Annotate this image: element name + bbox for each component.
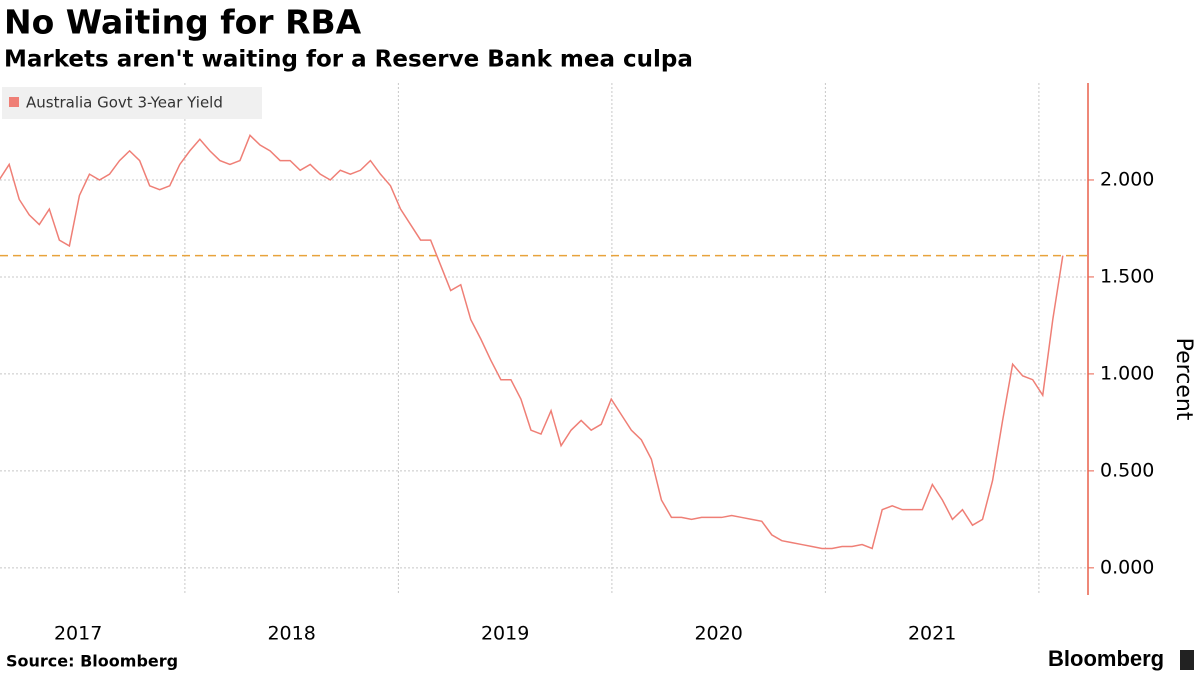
- y-tick-label: 2.000: [1100, 168, 1154, 190]
- x-tick-label: 2018: [267, 623, 315, 645]
- x-tick-label: 2021: [908, 623, 956, 645]
- x-tick-label: 2019: [481, 623, 529, 645]
- y-axis-label: Percent: [1171, 338, 1196, 421]
- x-tick-label: 2020: [694, 623, 742, 645]
- legend: Australia Govt 3-Year Yield: [2, 87, 262, 119]
- y-tick-label: 0.500: [1100, 459, 1154, 481]
- x-tick-label: 2017: [54, 623, 102, 645]
- series-line: [0, 134, 1064, 550]
- brand-icon: [1180, 650, 1194, 670]
- y-tick-label: 1.500: [1100, 265, 1154, 287]
- legend-swatch: [9, 97, 19, 107]
- y-tick-label: 1.000: [1100, 362, 1154, 384]
- legend-box: [2, 87, 262, 119]
- brand: Bloomberg: [1048, 646, 1164, 671]
- y-tick-label: 0.000: [1100, 556, 1154, 578]
- source: Source: Bloomberg: [6, 652, 178, 671]
- chart-subtitle: Markets aren't waiting for a Reserve Ban…: [4, 47, 693, 73]
- chart-title: No Waiting for RBA: [4, 3, 362, 42]
- legend-label: Australia Govt 3-Year Yield: [26, 94, 223, 112]
